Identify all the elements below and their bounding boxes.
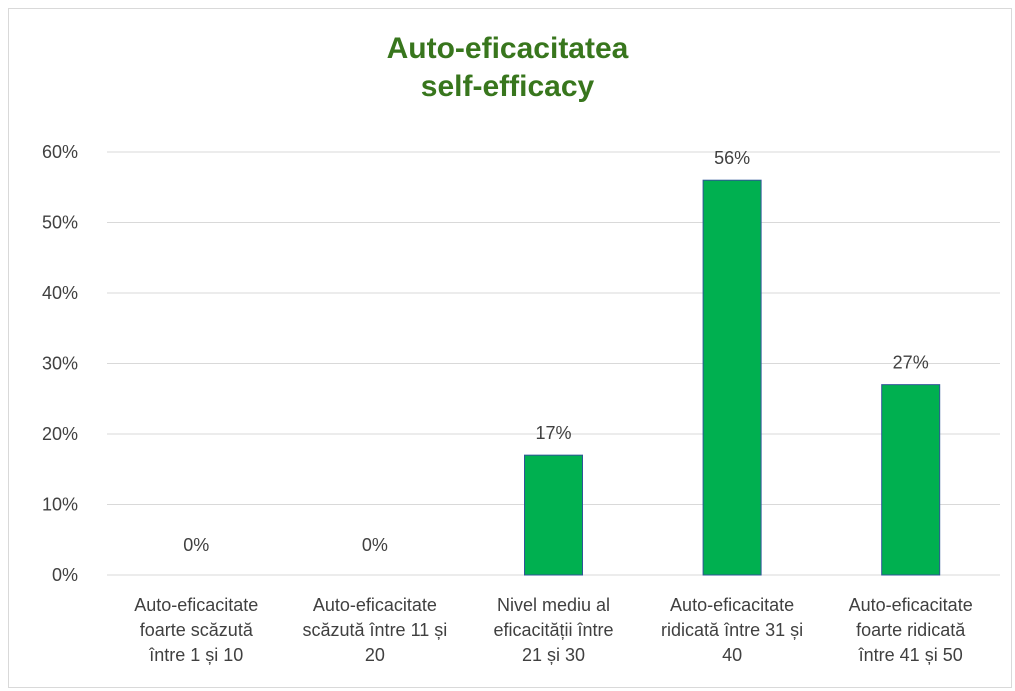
x-tick-label-line: Auto-eficacitate — [670, 595, 795, 615]
x-tick-label-line: 21 și 30 — [521, 645, 586, 665]
chart-subtitle: self-efficacy — [420, 70, 595, 103]
data-label: 0% — [362, 535, 388, 555]
data-label: 27% — [893, 353, 929, 373]
x-tick-label-line: între 1 și 10 — [149, 645, 244, 665]
data-label: 56% — [714, 148, 750, 168]
x-tick-label-line: ridicată între 31 și — [661, 620, 804, 640]
x-tick-label: Nivel mediu al eficacității între 21 și 30 — [466, 593, 642, 668]
y-tick-label: 20% — [42, 424, 78, 444]
x-tick-label: Auto-eficacitate ridicată între 31 și 40 — [644, 593, 820, 668]
x-tick-label: Auto-eficacitate foarte scăzută între 1 și… — [108, 593, 284, 668]
y-tick-label: 0% — [52, 565, 78, 585]
bar — [524, 454, 583, 576]
bar — [702, 179, 762, 576]
x-tick-label-line: Auto-eficacitate — [312, 595, 437, 615]
y-tick-label: 30% — [42, 354, 78, 374]
x-tick-label-line: scăzută între 11 și — [302, 620, 448, 640]
x-tick-label-line: între 41 și 50 — [858, 645, 963, 665]
x-tick-label-line: 40 — [722, 645, 743, 665]
y-tick-label: 40% — [42, 283, 78, 303]
x-tick-label-line: Auto-eficacitate — [848, 595, 973, 615]
x-tick-label-line: eficacității între — [493, 620, 614, 640]
x-tick-label-line: Auto-eficacitate — [134, 595, 259, 615]
x-tick-label-line: Nivel mediu al — [496, 595, 611, 615]
chart-title-block: Auto-eficacitatea self-efficacy — [0, 30, 1015, 106]
bar — [881, 384, 941, 576]
data-label: 17% — [535, 423, 571, 443]
x-tick-label-line: foarte ridicată — [856, 620, 966, 640]
x-tick-label-line: foarte scăzută — [139, 620, 253, 640]
y-tick-label: 60% — [42, 142, 78, 162]
x-tick-label: Auto-eficacitate foarte ridicată între 41 … — [823, 593, 999, 668]
x-tick-label: Auto-eficacitate scăzută între 11 și 20 — [287, 593, 463, 668]
y-tick-label: 50% — [42, 213, 78, 233]
chart-title: Auto-eficacitatea — [386, 32, 629, 65]
x-tick-label-line: 20 — [364, 645, 385, 665]
data-label: 0% — [183, 535, 209, 555]
y-tick-label: 10% — [42, 495, 78, 515]
